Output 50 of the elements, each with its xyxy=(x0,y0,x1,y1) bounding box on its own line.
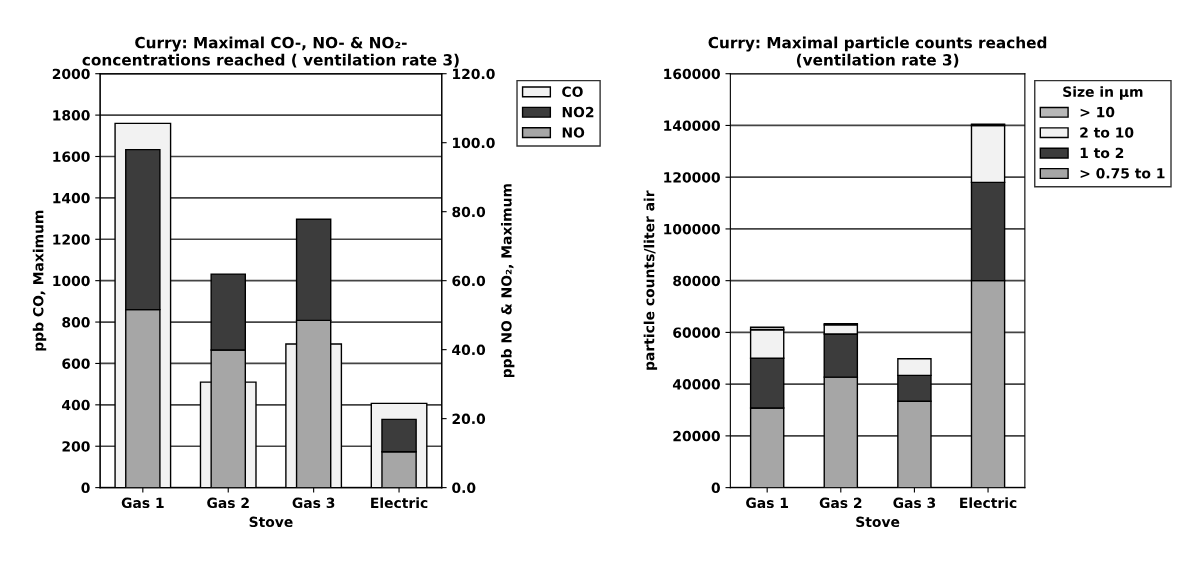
y-tick-label: 60000 xyxy=(673,327,720,338)
x-tick-label: Electric xyxy=(371,497,428,509)
y2-tick-label: 20.0 xyxy=(452,413,486,425)
y-tick-label: 40000 xyxy=(672,379,720,390)
y-tick-label: 120000 xyxy=(664,172,720,183)
y2-tick-label: 120.0 xyxy=(453,68,495,80)
chart-title: Curry: Maximal CO-, NO- & NO₂- concentrations reached ( ventilation rate 3) xyxy=(82,36,459,68)
legend-label: 2 to 10 xyxy=(1080,127,1134,138)
y-tick-label: 1800 xyxy=(53,110,90,121)
legend-label: > 0.75 to 1 xyxy=(1080,168,1165,179)
y2-tick-label: 100.0 xyxy=(453,137,495,149)
y2-axis-title: ppb NO & NO₂, Maximum xyxy=(500,184,515,378)
y-axis-title: ppb CO, Maximum xyxy=(32,210,47,351)
y-tick-label: 160000 xyxy=(664,68,720,80)
y2-tick-label: 40.0 xyxy=(452,344,486,356)
x-tick-label: Gas 1 xyxy=(746,497,788,509)
y-tick-label: 0 xyxy=(711,482,720,494)
y-tick-label: 100000 xyxy=(664,223,720,235)
x-tick-label: Gas 2 xyxy=(207,497,249,509)
y-tick-label: 2000 xyxy=(52,68,90,80)
chart-title: Curry: Maximal particle counts reached (ventilation rate 3) xyxy=(708,36,1047,68)
legend-label: CO xyxy=(562,86,583,97)
x-axis-title: Stove xyxy=(249,516,293,528)
legend-label: NO2 xyxy=(562,106,594,118)
y-tick-label: 0 xyxy=(81,482,90,494)
y-tick-label: 400 xyxy=(62,399,90,411)
x-tick-label: Gas 1 xyxy=(121,497,164,509)
x-tick-label: Gas 2 xyxy=(819,497,862,509)
y2-tick-label: 80.0 xyxy=(452,206,486,218)
y-tick-label: 80000 xyxy=(673,275,720,287)
y2-tick-label: 60.0 xyxy=(452,275,486,287)
y-tick-label: 600 xyxy=(62,358,90,369)
legend-label: 1 to 2 xyxy=(1080,147,1124,159)
y2-tick-label: 0.0 xyxy=(452,482,476,494)
y-tick-label: 800 xyxy=(62,317,90,328)
x-tick-label: Electric xyxy=(960,497,1017,509)
x-tick-label: Gas 3 xyxy=(292,497,335,509)
y-tick-label: 1400 xyxy=(53,192,90,204)
y-tick-label: 20000 xyxy=(673,430,720,442)
y-tick-label: 1600 xyxy=(53,151,90,162)
legend-title: Size in µm xyxy=(1063,86,1143,100)
x-axis-title: Stove xyxy=(856,516,900,528)
y-axis-title: particle counts/liter air xyxy=(643,190,658,370)
y-tick-label: 1000 xyxy=(53,275,90,287)
x-tick-label: Gas 3 xyxy=(893,497,936,509)
y-tick-label: 140000 xyxy=(664,120,720,131)
legend-label: NO xyxy=(562,127,585,138)
y-tick-label: 1200 xyxy=(53,234,90,245)
y-tick-label: 200 xyxy=(62,441,90,452)
legend-label: > 10 xyxy=(1080,106,1115,118)
